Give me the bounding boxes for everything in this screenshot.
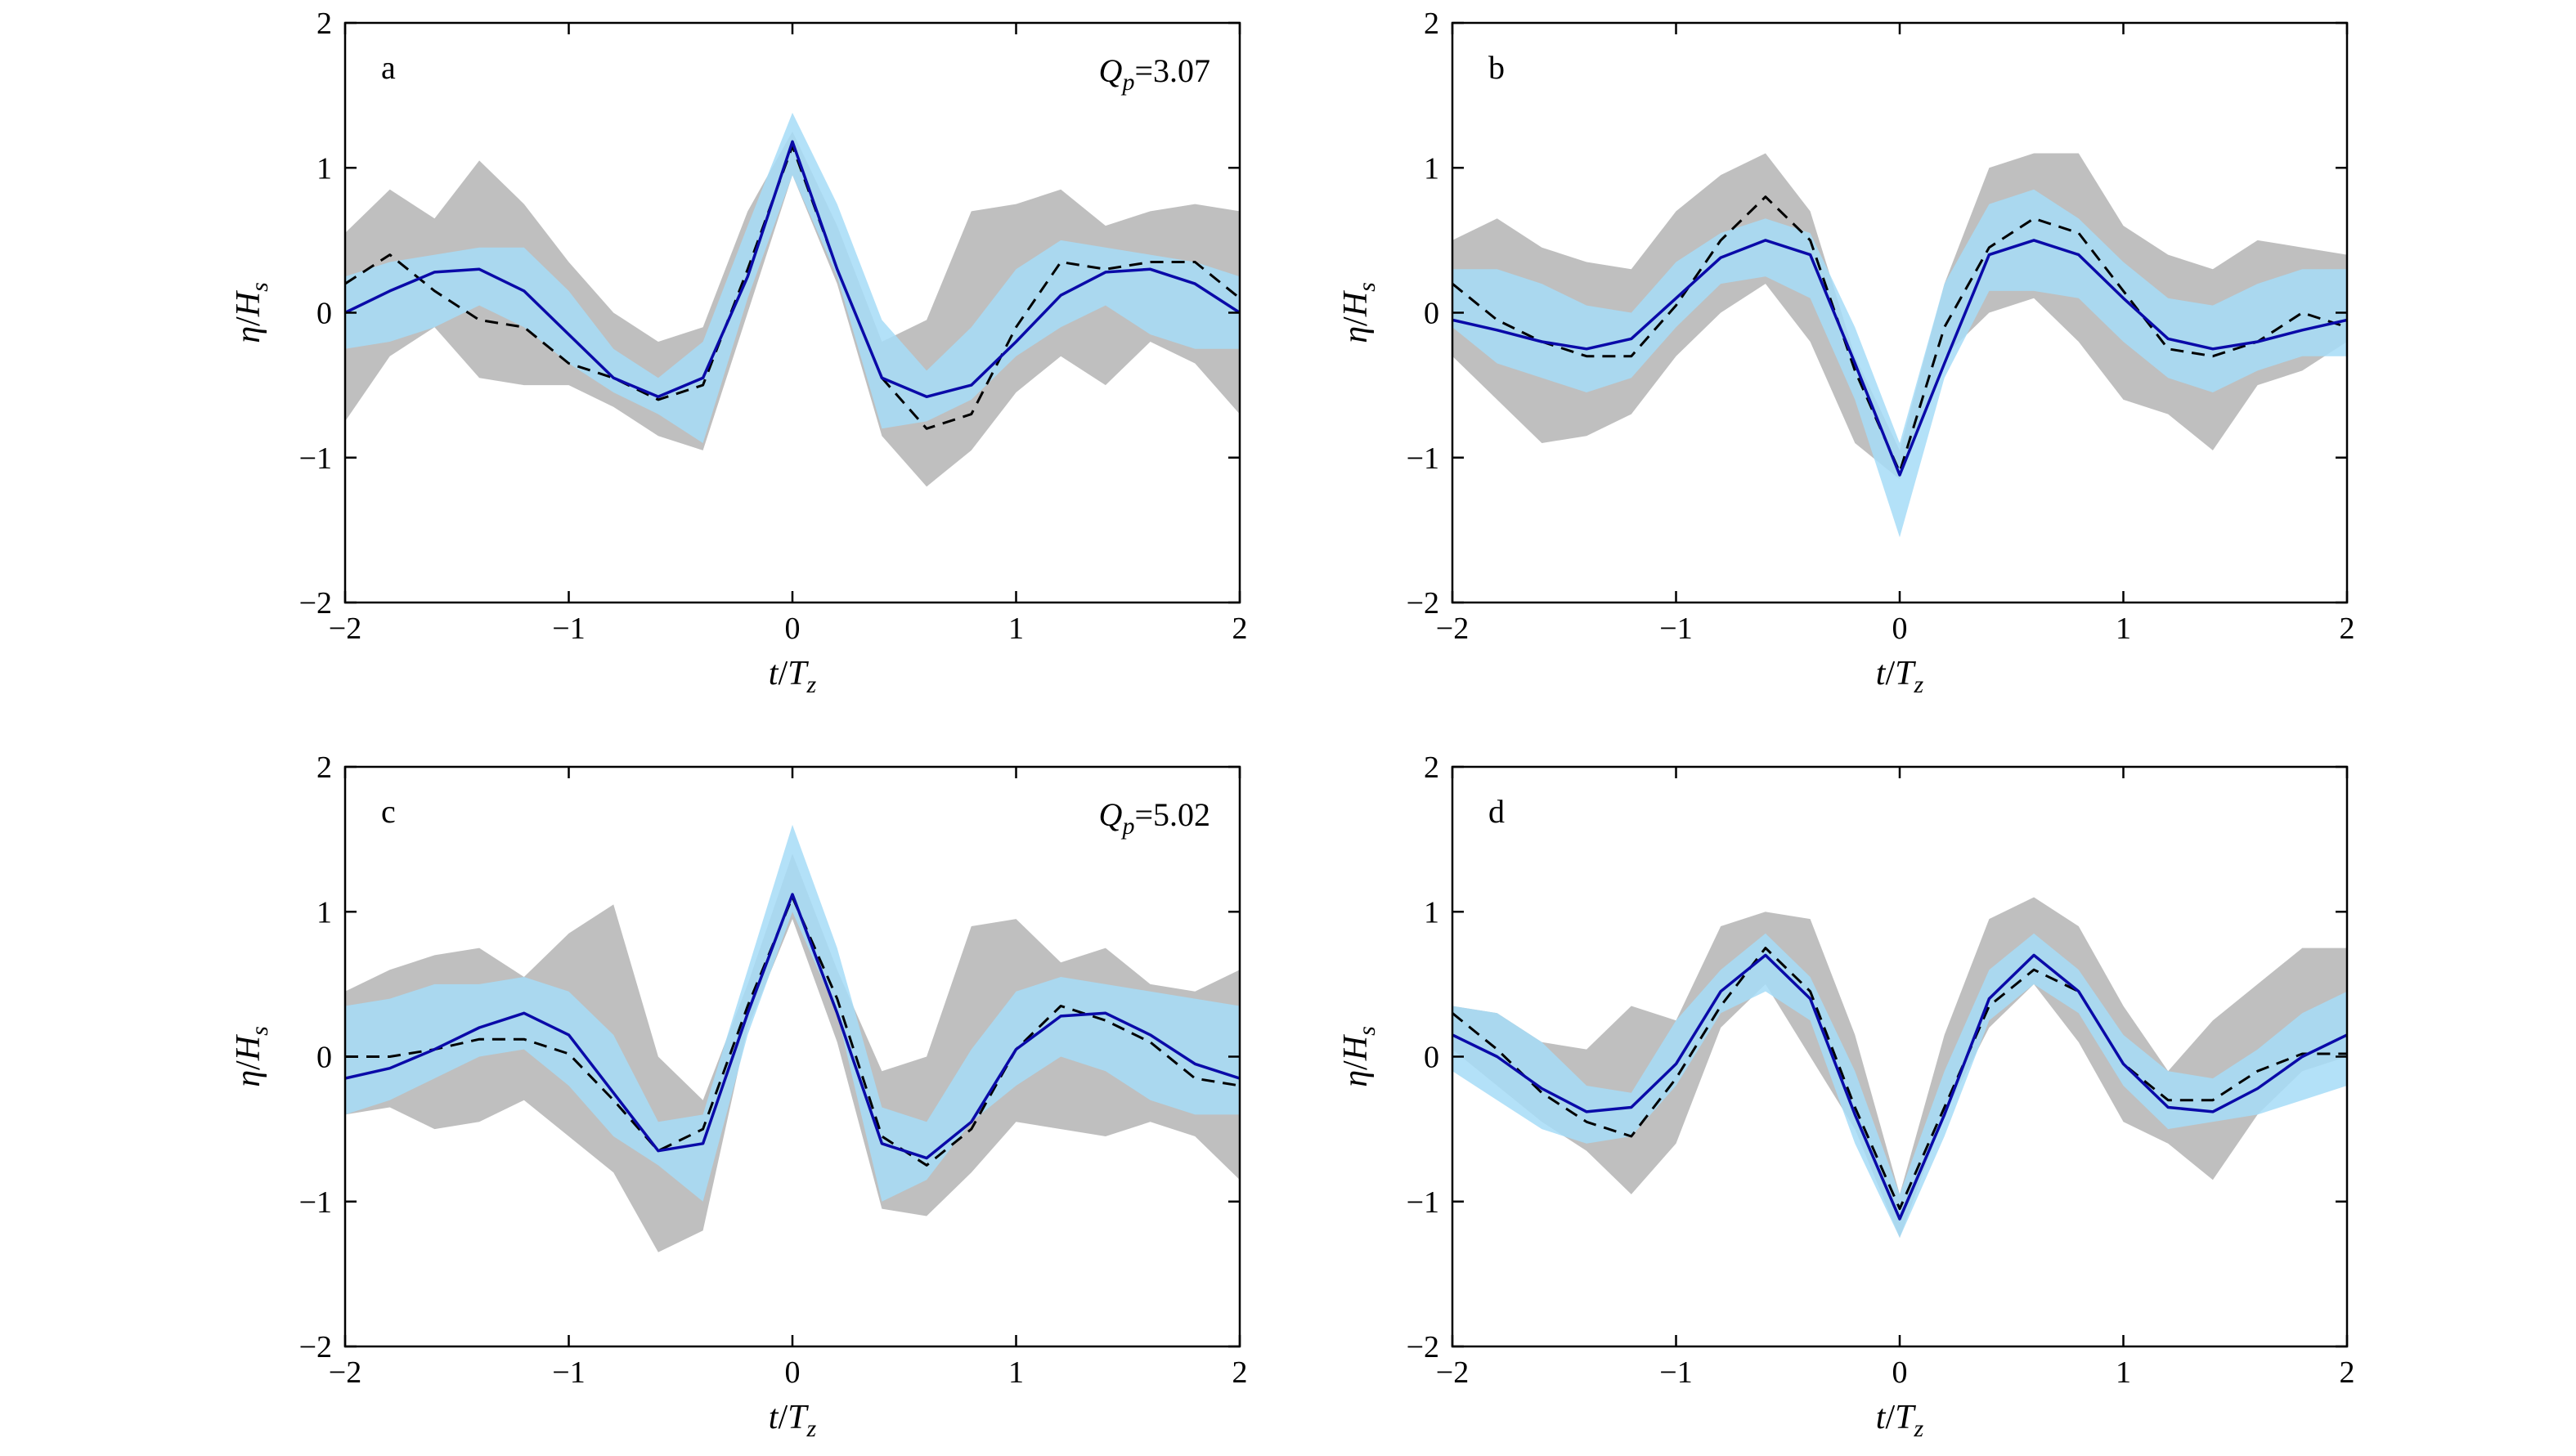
y-axis-label: η/Hs xyxy=(230,282,273,343)
y-tick-label: 2 xyxy=(316,7,332,41)
panel-d: −2 −1 0 1 2 −2 −1 0 1 2 t/Tz η/Hs d xyxy=(1337,750,2355,1442)
x-tick-label: −1 xyxy=(552,1355,585,1390)
y-tick-label: 2 xyxy=(1424,7,1439,41)
x-tick-label: 1 xyxy=(2116,612,2131,646)
y-tick-label: −2 xyxy=(1407,1330,1439,1364)
gray-envelope-band xyxy=(345,853,1240,1252)
y-tick-label: 2 xyxy=(316,750,332,785)
panel-letter: c xyxy=(381,793,396,830)
panel-letter: b xyxy=(1488,49,1505,86)
mean-profile-line xyxy=(345,893,1240,1160)
x-tick-label: 2 xyxy=(1232,1355,1248,1390)
plot-area xyxy=(345,112,1240,487)
x-tick-label: 0 xyxy=(785,612,801,646)
x-tick-label: 1 xyxy=(2116,1355,2131,1390)
y-axis-label: η/Hs xyxy=(230,1026,273,1087)
y-tick-label: 1 xyxy=(316,151,332,186)
y-axis-label: η/Hs xyxy=(1337,1026,1380,1087)
x-axis-label: t/Tz xyxy=(1876,1399,1924,1442)
y-tick-label: 1 xyxy=(1424,895,1439,930)
x-axis-label: t/Tz xyxy=(769,1399,817,1442)
plot-area xyxy=(345,824,1240,1252)
x-tick-label: 1 xyxy=(1008,1355,1024,1390)
y-tick-label: 0 xyxy=(316,297,332,331)
y-tick-label: −2 xyxy=(299,1330,332,1364)
panel-b: −2 −1 0 1 2 −2 −1 0 1 2 t/Tz η/Hs b xyxy=(1337,7,2355,698)
x-tick-label: 2 xyxy=(1232,612,1248,646)
dashed-profile-line xyxy=(345,896,1240,1167)
y-tick-label: 1 xyxy=(1424,151,1439,186)
y-tick-label: 0 xyxy=(316,1041,332,1075)
x-tick-label: −2 xyxy=(1436,612,1469,646)
y-tick-label: −1 xyxy=(299,1185,332,1220)
y-tick-label: 0 xyxy=(1424,297,1439,331)
dashed-profile-line xyxy=(1452,947,2347,1211)
y-tick-label: 1 xyxy=(316,895,332,930)
x-tick-label: −2 xyxy=(329,1355,361,1390)
panel-c: −2 −1 0 1 2 −2 −1 0 1 2 t/Tz η/Hs c Qp=5.02 xyxy=(230,750,1248,1442)
x-tick-label: −2 xyxy=(1436,1355,1469,1390)
gray-envelope-band xyxy=(1452,897,2347,1239)
x-tick-label: −1 xyxy=(1659,1355,1692,1390)
x-tick-label: −2 xyxy=(329,612,361,646)
dashed-profile-line xyxy=(1452,195,2347,473)
x-tick-label: 0 xyxy=(1892,1355,1908,1390)
x-tick-label: 2 xyxy=(2340,1355,2355,1390)
panel-letter: a xyxy=(381,49,396,86)
panel-a: −2 −1 0 1 2 −2 −1 0 1 2 t/Tz η/Hs a Qp=3.07 xyxy=(230,7,1248,698)
peakedness-annotation: Qp=3.07 xyxy=(1099,52,1210,96)
gray-envelope-band xyxy=(1452,153,2347,480)
blue-envelope-band xyxy=(1452,933,2347,1239)
y-tick-label: 2 xyxy=(1424,750,1439,785)
y-tick-label: 0 xyxy=(1424,1041,1439,1075)
plot-area xyxy=(1452,153,2347,538)
x-tick-label: 0 xyxy=(785,1355,801,1390)
plot-area xyxy=(1452,897,2347,1239)
panel-letter: d xyxy=(1488,793,1505,830)
y-tick-label: −1 xyxy=(1407,441,1439,476)
y-tick-label: −1 xyxy=(1407,1185,1439,1220)
y-axis-label: η/Hs xyxy=(1337,282,1380,343)
mean-profile-line xyxy=(1452,953,2347,1221)
x-tick-label: −1 xyxy=(1659,612,1692,646)
gray-envelope-band xyxy=(345,131,1240,487)
x-axis-label: t/Tz xyxy=(1876,655,1924,698)
blue-envelope-band xyxy=(1452,189,2347,538)
peakedness-annotation: Qp=5.02 xyxy=(1099,796,1210,840)
y-tick-label: −2 xyxy=(299,586,332,620)
blue-envelope-band xyxy=(345,112,1240,443)
x-tick-label: 1 xyxy=(1008,612,1024,646)
x-tick-label: 2 xyxy=(2340,612,2355,646)
y-tick-label: −2 xyxy=(1407,586,1439,620)
y-tick-label: −1 xyxy=(299,441,332,476)
x-axis-label: t/Tz xyxy=(769,655,817,698)
mean-profile-line xyxy=(1452,239,2347,477)
mean-profile-line xyxy=(345,140,1240,399)
x-tick-label: 0 xyxy=(1892,612,1908,646)
x-tick-label: −1 xyxy=(552,612,585,646)
